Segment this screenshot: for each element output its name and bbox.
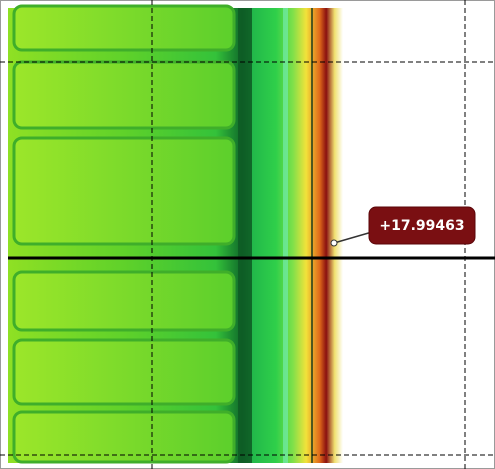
dark-band	[238, 8, 252, 463]
value-label: +17.99463	[379, 218, 464, 234]
light-band	[283, 8, 288, 463]
probe-point	[331, 240, 337, 246]
panel-cells	[14, 6, 234, 462]
result-viewport: +17.99463	[0, 0, 495, 469]
